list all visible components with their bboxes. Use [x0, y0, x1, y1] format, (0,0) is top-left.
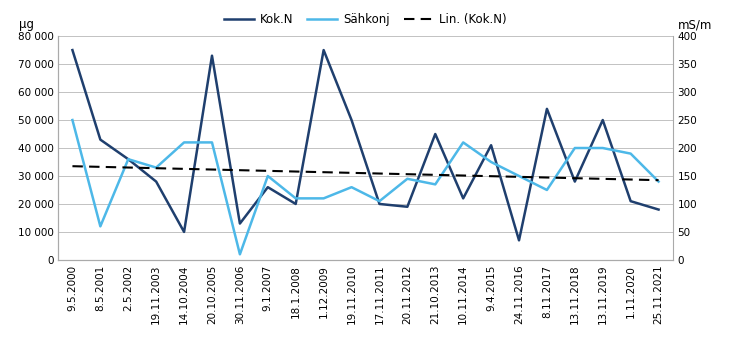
Text: mS/m: mS/m [678, 18, 713, 31]
Text: μg: μg [18, 18, 34, 31]
Legend: Kok.N, Sähkonj, Lin. (Kok.N): Kok.N, Sähkonj, Lin. (Kok.N) [224, 13, 507, 26]
